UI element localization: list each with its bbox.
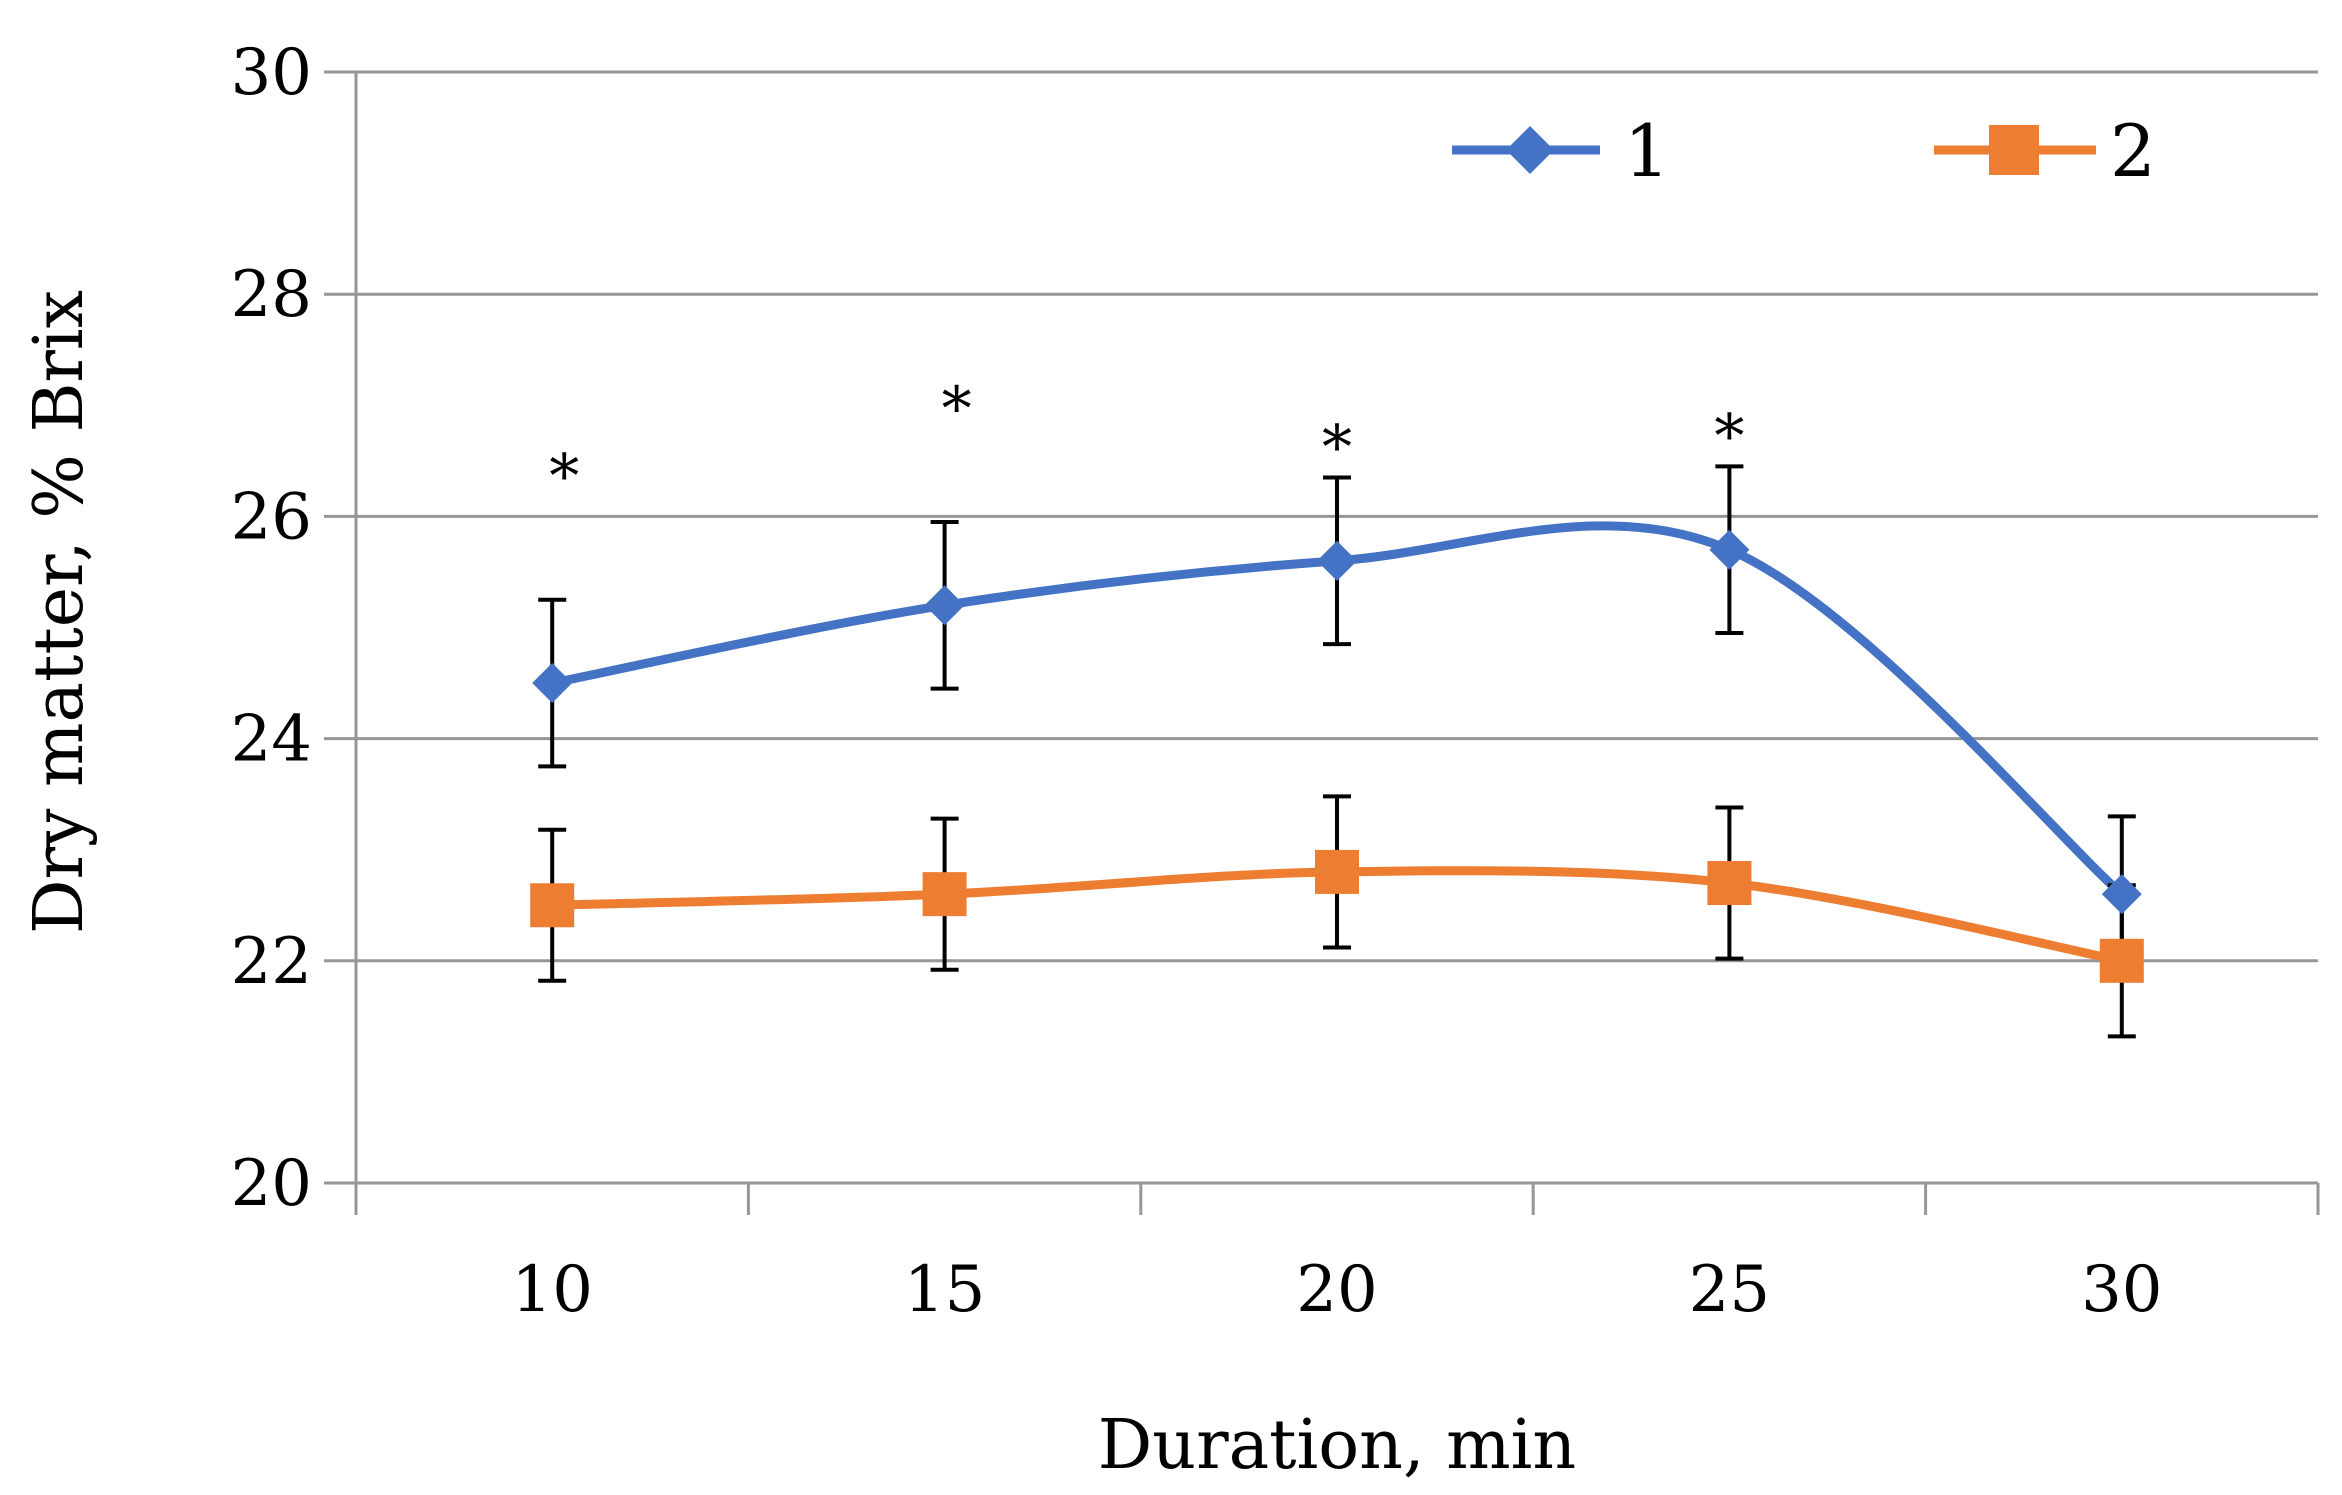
- series: [530, 464, 2144, 1039]
- significance-asterisk: *: [1322, 413, 1352, 483]
- x-tick-label: 10: [511, 1253, 592, 1327]
- x-tick-label: 20: [1296, 1253, 1377, 1327]
- y-axis-title: Dry matter, % Brix: [20, 290, 99, 934]
- legend-label-series-1: 1: [1624, 109, 1670, 193]
- x-tick-label: 15: [904, 1253, 985, 1327]
- legend-label-series-2: 2: [2110, 109, 2156, 193]
- x-axis-title: Duration, min: [1098, 1406, 1576, 1485]
- y-tick-label: 26: [231, 480, 312, 554]
- data-point-series-2: [922, 872, 967, 917]
- data-point-series-2: [530, 883, 575, 928]
- data-point-series-2: [1707, 861, 1752, 906]
- data-point-series-2: [1315, 849, 1359, 894]
- significance-asterisk: *: [942, 374, 972, 444]
- legend-marker-series-1: [1506, 126, 1554, 174]
- data-point-series-1: [1709, 529, 1750, 570]
- y-tick-label: 28: [231, 258, 312, 332]
- x-tick-label: 25: [1689, 1253, 1770, 1327]
- y-tick-label: 20: [231, 1147, 312, 1221]
- y-tick-label: 22: [231, 925, 312, 999]
- data-point-series-1: [532, 663, 573, 704]
- y-tick-label: 24: [231, 703, 312, 777]
- data-point-series-1: [1317, 540, 1357, 581]
- data-point-series-2: [2099, 938, 2144, 983]
- significance-asterisk: *: [1714, 401, 1744, 471]
- axes: [324, 70, 2320, 1215]
- x-tick-labels: 10 15 20 25 30: [511, 1253, 2162, 1327]
- x-tick-label: 30: [2081, 1253, 2162, 1327]
- data-point-series-1: [2101, 874, 2142, 915]
- data-point-series-1: [924, 585, 965, 626]
- legend-marker-series-2: [1989, 125, 2039, 175]
- series-line-1: [547, 521, 2127, 899]
- y-tick-labels: 20 22 24 26 28 30: [231, 36, 312, 1221]
- legend: 1 2: [1452, 109, 2156, 193]
- significance-annotations: * * * *: [549, 374, 1744, 512]
- y-tick-label: 30: [231, 36, 312, 110]
- significance-asterisk: *: [549, 442, 579, 512]
